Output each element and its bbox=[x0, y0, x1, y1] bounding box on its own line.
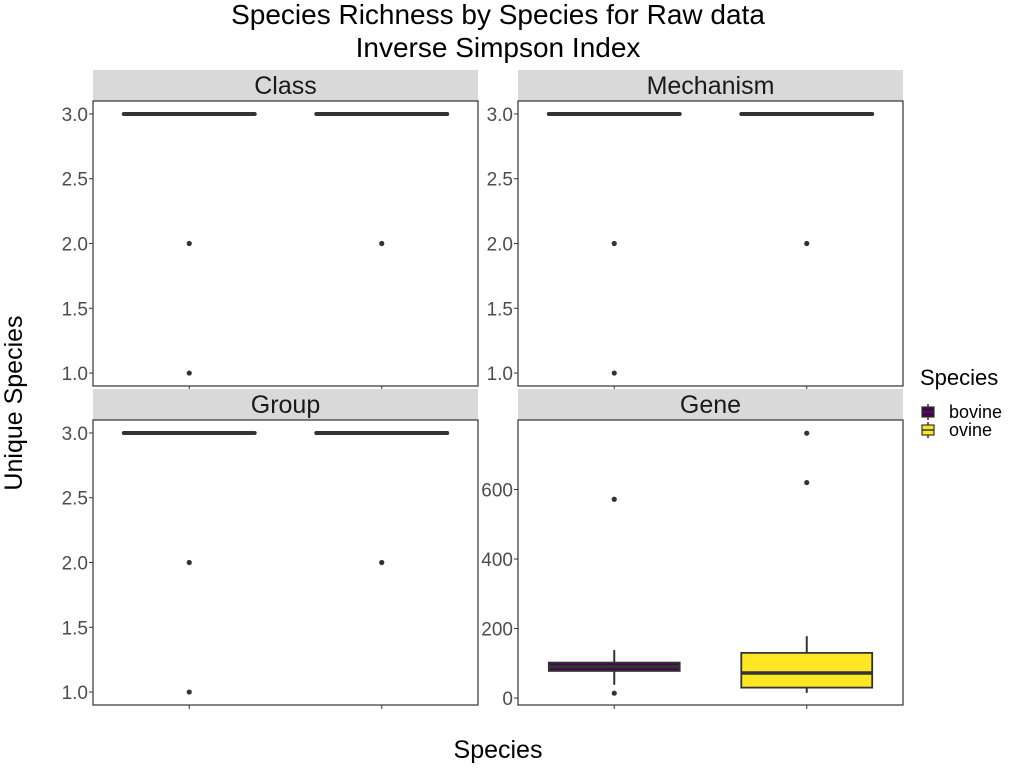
legend-label-ovine: ovine bbox=[949, 420, 992, 440]
strip-label-group: Group bbox=[251, 391, 320, 419]
outlier-point bbox=[804, 240, 810, 247]
y-tick-label-gene: 400 bbox=[481, 550, 513, 571]
box-class-ovine bbox=[314, 111, 450, 247]
y-tick-label-group: 2.5 bbox=[62, 489, 88, 510]
y-tick-label-group: 3.0 bbox=[62, 424, 88, 445]
outlier-point bbox=[186, 689, 192, 695]
strip-label-class: Class bbox=[254, 72, 317, 100]
outlier-point bbox=[611, 240, 617, 247]
facet-panels: Class 1.0 1.5 2.0 2.5 3.0 Mechanism 1.0 1.5 2.0 2.… bbox=[62, 70, 904, 710]
facet-mechanism: Mechanism 1.0 1.5 2.0 2.5 3.0 bbox=[487, 70, 904, 390]
chart-title-line-1: Species Richness by Species for Raw data bbox=[231, 0, 765, 30]
outlier-point bbox=[611, 370, 617, 376]
strip-group bbox=[93, 389, 478, 420]
legend-title: Species bbox=[920, 365, 998, 390]
x-axis-title: Species bbox=[454, 736, 543, 764]
y-tick-label-group: 1.5 bbox=[62, 618, 88, 639]
legend-label-bovine: bovine bbox=[949, 402, 1002, 422]
box-mechanism-bovine bbox=[546, 111, 682, 376]
y-tick-label-class: 2.0 bbox=[62, 235, 88, 256]
outlier-point bbox=[379, 559, 385, 566]
strip-gene bbox=[518, 389, 903, 420]
y-tick-label-gene: 200 bbox=[481, 620, 513, 641]
facet-group: Group 1.0 1.5 2.0 2.5 3.0 bbox=[62, 389, 479, 709]
strip-label-mechanism: Mechanism bbox=[647, 72, 775, 100]
outlier-point bbox=[611, 690, 617, 696]
y-tick-label-class: 3.0 bbox=[62, 105, 88, 126]
y-tick-label-class: 1.0 bbox=[62, 364, 88, 385]
outlier-point bbox=[186, 370, 192, 376]
y-tick-label-gene: 600 bbox=[481, 481, 513, 502]
y-tick-label-group: 2.0 bbox=[62, 554, 88, 575]
box-mechanism-ovine bbox=[739, 111, 875, 247]
legend-entry-ovine: ovine bbox=[921, 420, 992, 440]
y-tick-label-mechanism: 2.0 bbox=[487, 235, 513, 256]
panel-border-mechanism bbox=[517, 100, 904, 387]
y-tick-label-group: 1.0 bbox=[62, 683, 88, 704]
outlier-point bbox=[379, 240, 385, 247]
facet-class: Class 1.0 1.5 2.0 2.5 3.0 bbox=[62, 70, 479, 390]
y-tick-label-mechanism: 2.5 bbox=[487, 170, 513, 191]
y-tick-label-mechanism: 3.0 bbox=[487, 105, 513, 126]
panel-border-class bbox=[92, 100, 479, 387]
box-gene-ovine bbox=[740, 430, 874, 693]
y-tick-label-mechanism: 1.5 bbox=[487, 299, 513, 320]
strip-mechanism bbox=[518, 70, 903, 101]
box-class-bovine bbox=[121, 111, 257, 376]
outlier-point bbox=[186, 240, 192, 247]
chart-title-line-2: Inverse Simpson Index bbox=[356, 32, 641, 63]
strip-label-gene: Gene bbox=[680, 391, 741, 419]
facet-gene: Gene 0 200 400 600 bbox=[481, 389, 904, 710]
y-tick-label-gene: 0 bbox=[502, 689, 513, 710]
panel-border-group bbox=[92, 419, 479, 706]
legend-entry-bovine: bovine bbox=[921, 402, 1002, 422]
y-tick-label-class: 1.5 bbox=[62, 299, 88, 320]
outlier-point bbox=[804, 479, 810, 486]
box-group-ovine bbox=[314, 430, 450, 566]
y-tick-label-mechanism: 1.0 bbox=[487, 364, 513, 385]
y-tick-label-class: 2.5 bbox=[62, 170, 88, 191]
box-group-bovine bbox=[121, 430, 257, 695]
box-gene-bovine bbox=[547, 496, 681, 696]
outlier-point bbox=[186, 559, 192, 566]
outlier-point bbox=[804, 430, 810, 436]
box-iqr bbox=[740, 651, 874, 689]
strip-class bbox=[93, 70, 478, 101]
y-axis-title: Unique Species bbox=[0, 315, 28, 490]
outlier-point bbox=[611, 496, 617, 502]
